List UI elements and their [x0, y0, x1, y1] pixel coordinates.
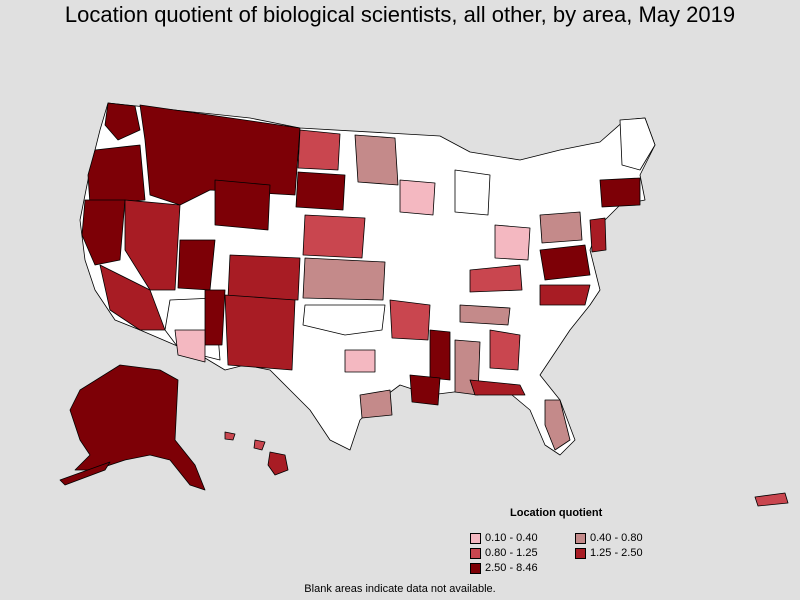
legend-swatch-4: [470, 562, 481, 574]
region-new-jersey: [589, 217, 607, 253]
legend-label-3: 1.25 - 2.50: [590, 547, 643, 559]
region-california-south: [99, 264, 166, 331]
region-virginia: [539, 244, 591, 281]
region-hawaii-oahu: [224, 431, 236, 441]
region-florida-north: [469, 379, 526, 396]
region-minnesota: [354, 134, 399, 186]
region-florida-south: [544, 399, 571, 451]
region-louisiana: [409, 374, 441, 406]
legend-swatch-1: [575, 532, 586, 544]
region-hawaii-maui: [253, 439, 266, 451]
region-nevada: [124, 199, 181, 291]
legend-label-4: 2.50 - 8.46: [485, 562, 538, 574]
region-utah: [177, 239, 216, 291]
legend-item-2: 0.80 - 1.25: [470, 547, 538, 559]
region-oregon: [87, 144, 146, 206]
region-kentucky: [469, 264, 523, 293]
region-washington-west: [104, 102, 141, 141]
region-new-mexico: [224, 294, 296, 371]
legend-item-0: 0.10 - 0.40: [470, 532, 538, 544]
legend-swatch-2: [470, 547, 481, 559]
legend-item-3: 1.25 - 2.50: [575, 547, 643, 559]
legend-item-4: 2.50 - 8.46: [470, 562, 538, 574]
region-colorado: [227, 254, 301, 301]
region-puerto-rico: [754, 492, 789, 507]
region-alaska: [69, 364, 206, 491]
legend-title: Location quotient: [510, 507, 603, 519]
legend-swatch-0: [470, 532, 481, 544]
region-north-carolina: [539, 284, 591, 306]
region-south-dakota: [295, 171, 346, 211]
legend-item-1: 0.40 - 0.80: [575, 532, 643, 544]
region-nebraska: [302, 214, 366, 259]
region-michigan: [454, 169, 491, 216]
region-hawaii-big-island: [267, 451, 289, 476]
map-title: Location quotient of biological scientis…: [64, 2, 736, 27]
region-tennessee: [459, 304, 511, 326]
region-massachusetts: [599, 177, 641, 208]
region-maine: [619, 117, 656, 171]
legend-swatch-3: [575, 547, 586, 559]
region-mississippi: [429, 329, 451, 381]
footnote: Blank areas indicate data not available.: [304, 583, 496, 595]
region-texas-houston: [359, 389, 393, 419]
region-georgia: [489, 329, 521, 371]
region-missouri: [389, 299, 431, 341]
legend-label-2: 0.80 - 1.25: [485, 547, 538, 559]
region-california-north: [81, 199, 126, 266]
region-texas-dallas: [344, 349, 376, 373]
region-tucson: [174, 329, 206, 363]
region-kansas: [302, 257, 386, 301]
legend-label-0: 0.10 - 0.40: [485, 532, 538, 544]
region-pennsylvania: [539, 211, 583, 244]
region-ohio: [494, 224, 531, 261]
region-wyoming: [214, 179, 271, 231]
legend-label-1: 0.40 - 0.80: [590, 532, 643, 544]
region-north-dakota: [297, 129, 341, 171]
region-wisconsin: [399, 179, 436, 216]
region-oklahoma: [302, 304, 386, 336]
region-arizona-lq-high: [204, 289, 226, 346]
region-alaska-peninsula: [59, 461, 111, 486]
